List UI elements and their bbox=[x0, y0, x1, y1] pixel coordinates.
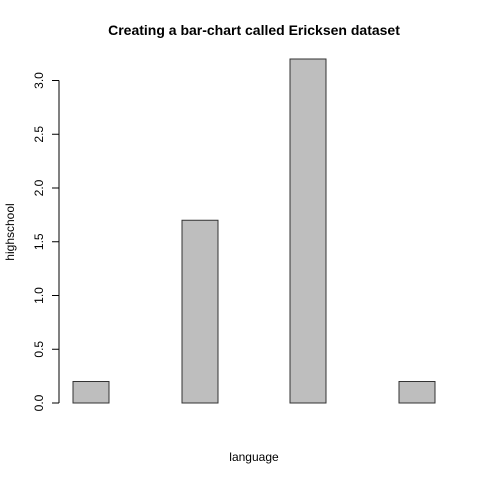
y-axis-label: highschool bbox=[3, 203, 17, 260]
y-tick-label: 3.0 bbox=[32, 72, 46, 89]
x-axis-label: language bbox=[229, 450, 279, 464]
bar bbox=[398, 381, 436, 404]
y-tick-label: 1.0 bbox=[32, 287, 46, 304]
chart-title: Creating a bar-chart called Ericksen dat… bbox=[108, 22, 400, 38]
bar bbox=[181, 219, 219, 404]
bar bbox=[289, 58, 327, 404]
y-tick-label: 1.5 bbox=[32, 233, 46, 250]
y-tick-label: 0.5 bbox=[32, 341, 46, 358]
bar bbox=[72, 381, 110, 404]
bars bbox=[72, 58, 436, 404]
y-tick-label: 0.0 bbox=[32, 394, 46, 411]
y-tick-label: 2.5 bbox=[32, 126, 46, 143]
y-axis: 0.0 0.5 1.0 1.5 2.0 2.5 3.0 bbox=[32, 72, 60, 411]
y-tick-label: 2.0 bbox=[32, 179, 46, 196]
